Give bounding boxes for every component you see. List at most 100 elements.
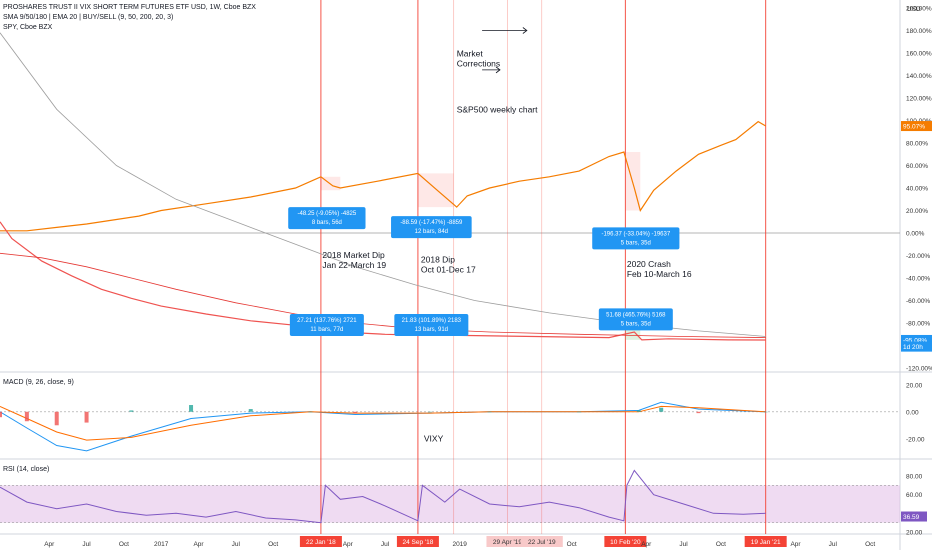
x-tick-label: Apr bbox=[790, 541, 801, 548]
x-tick-label: Jul bbox=[679, 541, 688, 548]
chart-annotation: 2020 Crash Feb 10-March 16 bbox=[627, 259, 692, 279]
event-date-badge bbox=[486, 536, 529, 547]
price-scale-badge bbox=[901, 334, 932, 345]
measure-tooltip-text: -196.37 (-33.04%) -19637 bbox=[601, 231, 670, 237]
x-tick-label: Jul bbox=[829, 541, 838, 548]
measure-tooltip-text: -88.59 (-17.47%) -8859 bbox=[400, 220, 463, 226]
x-tick-label: Apr bbox=[193, 541, 204, 548]
macd-legend: MACD (9, 26, close, 9) bbox=[3, 379, 74, 386]
measure-tooltip-text: 51.68 (465.76%) 5168 bbox=[606, 312, 666, 318]
y-tick-label: 200.00% bbox=[906, 6, 932, 13]
y-tick-label: 80.00% bbox=[906, 141, 928, 148]
macd-histogram-bar bbox=[353, 411, 358, 414]
y-tick-label: 40.00% bbox=[906, 186, 928, 193]
x-tick-label: Apr bbox=[44, 541, 55, 548]
y-tick-label: -80.00% bbox=[906, 321, 930, 328]
y-tick-label: -40.00% bbox=[906, 276, 930, 283]
macd-histogram-bar bbox=[659, 407, 664, 412]
y-tick-label: 160.00% bbox=[906, 51, 932, 58]
macd-histogram-bar bbox=[636, 410, 641, 412]
y-tick-label: 180.00% bbox=[906, 28, 932, 35]
x-tick-label: Jul bbox=[381, 541, 390, 548]
rsi-value-badge bbox=[901, 511, 927, 522]
y-tick-label: 60.00 bbox=[906, 492, 923, 499]
macd-histogram-bar bbox=[763, 411, 768, 413]
macd-histogram-bar bbox=[0, 411, 2, 418]
y-tick-label: 80.00 bbox=[906, 474, 923, 481]
macd-histogram-bar bbox=[487, 411, 492, 413]
y-tick-label: 60.00% bbox=[906, 163, 928, 170]
macd-histogram-bar bbox=[577, 411, 582, 413]
measure-tooltip[interactable] bbox=[289, 314, 364, 336]
currency-label: USD bbox=[907, 6, 921, 13]
macd-histogram-bar bbox=[308, 411, 313, 413]
y-tick-label: 20.00 bbox=[906, 382, 923, 389]
macd-histogram-bar bbox=[248, 409, 253, 412]
x-tick-label: Apr bbox=[343, 541, 354, 548]
indicator-legend: SMA 9/50/180 | EMA 20 | BUY/SELL (9, 50,… bbox=[3, 14, 173, 21]
x-tick-label: Oct bbox=[716, 541, 726, 548]
y-tick-label: 120.00% bbox=[906, 96, 932, 103]
macd-histogram-bar bbox=[54, 411, 59, 426]
event-date-badge bbox=[744, 536, 787, 547]
chart-annotation: S&P500 weekly chart bbox=[457, 105, 538, 115]
event-date-label: 24 Sep '18 bbox=[402, 539, 433, 546]
price-scale-text: 1d 20h bbox=[903, 344, 923, 351]
x-tick-label: 2017 bbox=[154, 541, 169, 548]
measure-tooltip-text: -48.25 (-9.05%) -4825 bbox=[298, 211, 357, 217]
event-date-label: 22 Jan '18 bbox=[306, 539, 336, 546]
measure-tooltip-text: 13 bars, 91d bbox=[415, 327, 448, 333]
arrow-head bbox=[495, 66, 501, 74]
measure-tooltip-text: 21.83 (101.89%) 2183 bbox=[402, 318, 462, 324]
event-date-label: 19 Jan '21 bbox=[751, 539, 781, 546]
y-tick-label: -120.00% bbox=[906, 366, 932, 373]
measure-tooltip-text: 27.21 (137.76%) 2721 bbox=[297, 318, 357, 324]
chart-annotation: 2018 Dip Oct 01-Dec 17 bbox=[421, 254, 476, 274]
y-tick-label: -20.00 bbox=[906, 436, 925, 443]
y-tick-label: 140.00% bbox=[906, 73, 932, 80]
y-tick-label: 20.00 bbox=[906, 530, 923, 537]
compare-symbol-legend: SPY, Cboe BZX bbox=[3, 24, 53, 31]
measure-tooltip-text: 12 bars, 84d bbox=[415, 229, 448, 235]
measure-tooltip[interactable] bbox=[394, 314, 469, 336]
measure-tooltip-text: 11 bars, 77d bbox=[310, 327, 343, 333]
measure-tooltip-text: 8 bars, 56d bbox=[312, 220, 342, 226]
chart-annotation: 2018 Market Dip Jan 22-March 19 bbox=[322, 250, 386, 270]
y-tick-label: 20.00% bbox=[906, 208, 928, 215]
macd-histogram-bar bbox=[84, 411, 89, 423]
macd-histogram-bar bbox=[696, 411, 701, 414]
macd-histogram-bar bbox=[129, 410, 134, 412]
measure-tooltip[interactable] bbox=[391, 216, 472, 239]
signal-line bbox=[0, 405, 766, 441]
measure-tooltip-text: 5 bars, 35d bbox=[621, 321, 651, 327]
measure-tooltip[interactable] bbox=[288, 207, 366, 230]
x-tick-label: 2019 bbox=[452, 541, 467, 548]
x-tick-label: Oct bbox=[268, 541, 278, 548]
x-tick-label: Jul bbox=[82, 541, 91, 548]
y-tick-label: 0.00 bbox=[906, 409, 919, 416]
measure-tooltip[interactable] bbox=[592, 227, 680, 250]
macd-histogram-bar bbox=[189, 405, 194, 412]
price-scale-badge bbox=[901, 121, 932, 132]
event-date-badge bbox=[396, 536, 439, 547]
x-tick-label: Oct bbox=[567, 541, 577, 548]
macd-histogram-bar bbox=[24, 411, 29, 422]
macd-histogram-bar bbox=[427, 411, 432, 413]
price-scale-text: -95.08% bbox=[903, 337, 927, 344]
rsi-legend: RSI (14, close) bbox=[3, 466, 49, 473]
event-date-badge bbox=[299, 536, 342, 547]
x-tick-label: Oct bbox=[865, 541, 875, 548]
x-tick-label: Apr bbox=[641, 541, 652, 548]
measure-tooltip[interactable] bbox=[598, 308, 673, 331]
y-tick-label: 0.00% bbox=[906, 231, 925, 238]
event-date-badge bbox=[604, 536, 647, 547]
rsi-band bbox=[0, 485, 900, 523]
y-tick-label: -20.00% bbox=[906, 253, 930, 260]
macd-line bbox=[0, 401, 766, 452]
chart-annotation: VIXY bbox=[424, 433, 444, 443]
y-tick-label: -60.00% bbox=[906, 298, 930, 305]
rsi-value-text: 36.59 bbox=[903, 514, 920, 521]
event-date-badge bbox=[520, 536, 563, 547]
